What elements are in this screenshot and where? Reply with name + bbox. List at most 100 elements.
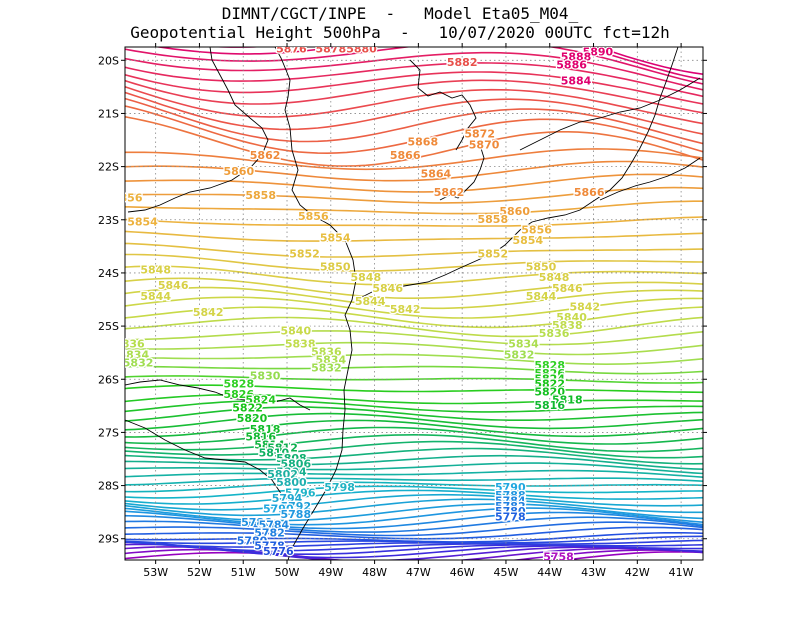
contour-5856 bbox=[125, 216, 703, 227]
lat-tick-label: 28S bbox=[98, 480, 119, 493]
contour-label: 5804 bbox=[276, 465, 307, 478]
lon-tick-label: 51W bbox=[231, 566, 256, 579]
contour-label: 5832 bbox=[504, 348, 535, 361]
border-7 bbox=[439, 144, 485, 201]
lon-tick-label: 52W bbox=[187, 566, 212, 579]
contour-5770 bbox=[125, 540, 703, 552]
contour-label: 5840 bbox=[556, 311, 587, 324]
contour-label: 5850 bbox=[320, 261, 351, 274]
contour-label: 5784 bbox=[259, 518, 290, 531]
map-title: DIMNT/CGCT/INPE - Model Eta05_M04_ Geopo… bbox=[0, 4, 800, 42]
contour-5806 bbox=[125, 454, 703, 470]
contour-5788 bbox=[125, 503, 703, 522]
contour-label: 5798 bbox=[324, 481, 355, 494]
contour-label: 5782 bbox=[254, 526, 285, 539]
lon-tick-label: 47W bbox=[406, 566, 431, 579]
contour-label: 5840 bbox=[280, 324, 311, 337]
contour-label: 5824 bbox=[534, 372, 565, 385]
contour-label: 5854 bbox=[127, 215, 158, 228]
contour-5758 bbox=[125, 551, 703, 560]
border-6 bbox=[599, 157, 701, 201]
contour-label: 5820 bbox=[237, 412, 268, 425]
lat-tick-label: 27S bbox=[98, 426, 119, 439]
contour-5836 bbox=[125, 330, 703, 346]
latitude-ticks: 20S 21S 22S 23S 24S 25S 26S 27S 28S 29S bbox=[98, 54, 707, 546]
contour-label: 5818 bbox=[552, 394, 583, 407]
contour-label: 5842 bbox=[390, 303, 421, 316]
contour-label: 5854 bbox=[320, 231, 351, 244]
contour-label: 5814 bbox=[254, 439, 285, 452]
title-line-2: Geopotential Height 500hPa - 10/07/2020 … bbox=[130, 23, 670, 42]
contour-label: 5758 bbox=[543, 550, 574, 563]
contour-label: 5844 bbox=[140, 290, 171, 303]
contour-5886 bbox=[125, 47, 703, 85]
contour-label: 5786 bbox=[241, 516, 272, 529]
contour-5870 bbox=[125, 105, 703, 155]
contour-5878 bbox=[125, 79, 703, 114]
lat-tick-label: 29S bbox=[98, 533, 119, 546]
contour-5834 bbox=[125, 341, 703, 356]
contour-label: 5816 bbox=[534, 399, 565, 412]
contour-label: 5816 bbox=[245, 431, 276, 444]
contour-label: 5810 bbox=[259, 447, 290, 460]
contour-5830 bbox=[125, 365, 703, 375]
contour-label: 5870 bbox=[469, 138, 500, 151]
lon-tick-label: 43W bbox=[581, 566, 606, 579]
contour-5858 bbox=[125, 200, 703, 215]
contour-label: 5834 bbox=[118, 348, 149, 361]
contour-label: 5792 bbox=[280, 500, 311, 513]
contour-label: 5858 bbox=[477, 213, 508, 226]
border-5 bbox=[519, 77, 701, 151]
contour-5802 bbox=[125, 469, 703, 478]
contour-label: 5848 bbox=[140, 263, 171, 276]
contour-label: 5836 bbox=[539, 327, 570, 340]
contour-label: 5846 bbox=[552, 282, 583, 295]
coastline-east bbox=[355, 47, 679, 301]
contour-label: 5838 bbox=[285, 338, 316, 351]
contour-label: 5856 bbox=[112, 192, 143, 205]
contour-label: 5824 bbox=[245, 394, 276, 407]
contour-5812 bbox=[125, 433, 703, 453]
contour-label: 5882 bbox=[447, 56, 478, 69]
contour-5784 bbox=[125, 511, 703, 530]
contour-5818 bbox=[125, 412, 703, 431]
lat-tick-label: 23S bbox=[98, 214, 119, 227]
lon-tick-label: 50W bbox=[275, 566, 300, 579]
contour-5862 bbox=[125, 173, 703, 193]
contour-5850 bbox=[125, 253, 703, 272]
plot-frame bbox=[124, 46, 704, 561]
contour-label: 5864 bbox=[421, 168, 452, 181]
contour-5810 bbox=[125, 440, 703, 459]
contour-5876 bbox=[125, 86, 703, 125]
contour-label: 5884 bbox=[561, 75, 592, 88]
contour-label: 5844 bbox=[355, 295, 386, 308]
contour-lines bbox=[125, 47, 703, 560]
lon-tick-label: 46W bbox=[450, 566, 475, 579]
contour-label: 5828 bbox=[534, 359, 565, 372]
contour-label: 5830 bbox=[250, 370, 281, 383]
contour-label: 5794 bbox=[272, 492, 303, 505]
contour-label: 5780 bbox=[495, 505, 526, 518]
contour-5844 bbox=[125, 286, 703, 310]
contour-5780 bbox=[125, 521, 703, 537]
contour-5778 bbox=[125, 526, 703, 540]
contour-label: 5820 bbox=[534, 386, 565, 399]
contour-label: 5836 bbox=[114, 338, 145, 351]
contour-label: 5790 bbox=[495, 481, 526, 494]
contour-label: 5796 bbox=[285, 487, 316, 500]
contour-5860 bbox=[125, 186, 703, 204]
contour-5880 bbox=[125, 71, 703, 105]
contour-label: 5828 bbox=[223, 378, 254, 391]
contour-label: 5834 bbox=[315, 354, 346, 367]
lon-tick-label: 53W bbox=[143, 566, 168, 579]
contour-label: 5832 bbox=[311, 362, 342, 375]
contour-label: 5842 bbox=[193, 306, 224, 319]
contour-label: 5860 bbox=[223, 165, 254, 178]
contour-5800 bbox=[125, 477, 703, 486]
contour-5874 bbox=[125, 91, 703, 135]
contour-5882 bbox=[125, 62, 703, 98]
contour-5826 bbox=[125, 384, 703, 394]
contour-label: 5818 bbox=[250, 423, 281, 436]
contour-label: 5822 bbox=[534, 378, 565, 391]
contour-label: 5788 bbox=[495, 489, 526, 502]
